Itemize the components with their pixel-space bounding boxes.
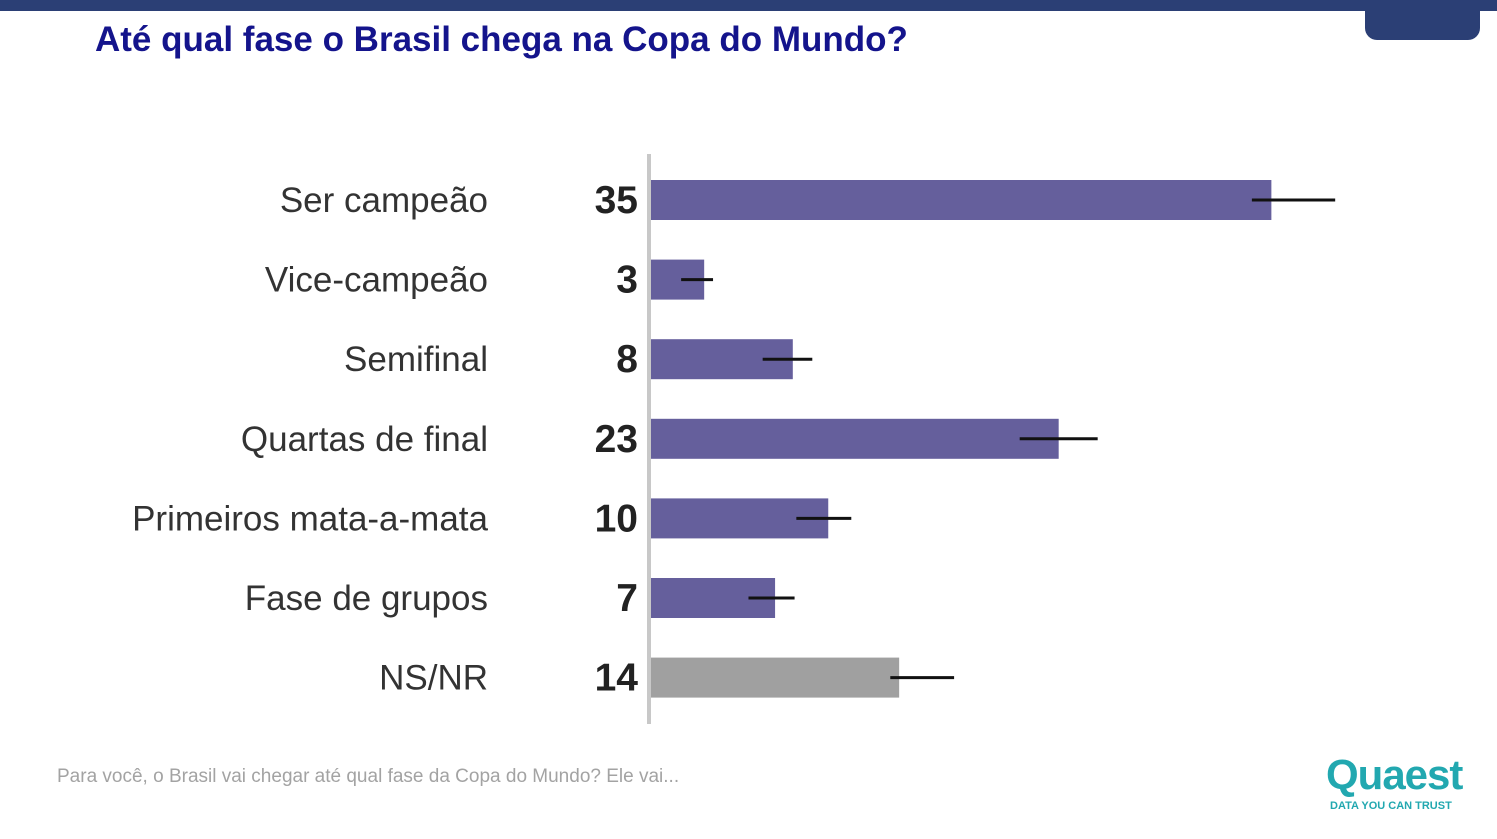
value-label: 8 [616,338,638,381]
bar [651,657,900,698]
value-label: 10 [595,497,638,540]
logo-wordmark: Quaest [1326,751,1463,798]
value-label: 35 [595,179,638,222]
corner-tab [1365,0,1480,40]
category-label: Primeiros mata-a-mata [132,499,488,538]
bar [651,418,1059,459]
value-label: 7 [616,577,638,620]
category-label: Vice-campeão [265,261,488,300]
bar [651,180,1272,220]
value-label: 23 [595,418,638,461]
category-label: Ser campeão [280,181,488,220]
top-band [0,0,1497,11]
bar-chart: Ser campeão 35 Vice-campeão 3 Semifinal 8 Quar… [132,154,1336,724]
category-label: Semifinal [344,340,488,379]
value-label: 3 [616,259,638,302]
footnote: Para você, o Brasil vai chegar até qual … [57,766,680,787]
category-label: Quartas de final [241,420,488,459]
value-label: 14 [595,657,639,700]
page-title: Até qual fase o Brasil chega na Copa do … [95,20,908,59]
category-label: Fase de grupos [245,579,488,618]
logo-tagline: DATA YOU CAN TRUST [1330,800,1452,812]
category-label: NS/NR [379,659,488,698]
quaest-logo: Quaest DATA YOU CAN TRUST [1326,751,1476,817]
